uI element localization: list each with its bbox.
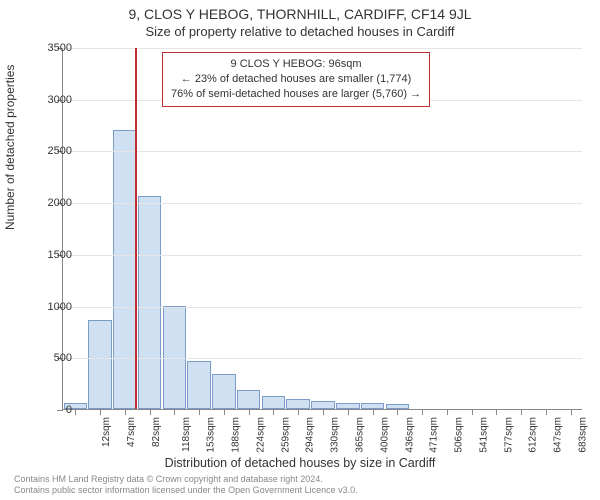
histogram-bar: [138, 196, 162, 409]
x-tick-label: 82sqm: [151, 417, 162, 447]
y-tick-label: 2500: [32, 145, 72, 157]
x-tick-label: 153sqm: [206, 417, 217, 453]
y-tick-label: 500: [32, 352, 72, 364]
histogram-bar: [212, 374, 236, 409]
x-tick-label: 436sqm: [404, 417, 415, 453]
x-tick-label: 365sqm: [355, 417, 366, 453]
x-tick-label: 577sqm: [503, 417, 514, 453]
histogram-bar: [88, 320, 112, 409]
x-tick-label: 259sqm: [280, 417, 291, 453]
property-marker-line: [135, 48, 137, 409]
y-tick-label: 2000: [32, 197, 72, 209]
x-tick-label: 683sqm: [577, 417, 588, 453]
chart-title-sub: Size of property relative to detached ho…: [0, 22, 600, 39]
x-tick-label: 118sqm: [181, 417, 192, 452]
y-tick-label: 3000: [32, 94, 72, 106]
histogram-bar: [311, 401, 335, 409]
x-tick-label: 541sqm: [478, 417, 489, 453]
x-tick-label: 188sqm: [231, 417, 242, 453]
y-tick-label: 1000: [32, 301, 72, 313]
x-tick-label: 330sqm: [330, 417, 341, 453]
x-axis-label: Distribution of detached houses by size …: [0, 456, 600, 470]
chart-container: 9, CLOS Y HEBOG, THORNHILL, CARDIFF, CF1…: [0, 0, 600, 500]
histogram-bar: [163, 306, 187, 409]
info-line-1: 9 CLOS Y HEBOG: 96sqm: [171, 57, 421, 72]
x-tick-label: 506sqm: [454, 417, 465, 453]
x-tick-label: 224sqm: [256, 417, 267, 453]
info-line-2: ← 23% of detached houses are smaller (1,…: [171, 72, 421, 87]
info-line-3: 76% of semi-detached houses are larger (…: [171, 87, 421, 102]
x-tick-label: 647sqm: [553, 417, 564, 453]
x-tick-label: 294sqm: [305, 417, 316, 453]
y-tick-label: 0: [32, 404, 72, 416]
property-info-box: 9 CLOS Y HEBOG: 96sqm← 23% of detached h…: [162, 52, 430, 107]
histogram-bar: [113, 130, 137, 409]
histogram-bar: [187, 361, 211, 409]
footer-line-1: Contains HM Land Registry data © Crown c…: [14, 474, 358, 485]
histogram-bar: [262, 396, 286, 409]
x-tick-label: 471sqm: [429, 417, 440, 453]
x-tick-label: 47sqm: [126, 417, 137, 447]
histogram-bar: [286, 399, 310, 409]
y-axis-label: Number of detached properties: [3, 65, 17, 230]
x-tick-label: 612sqm: [528, 417, 539, 453]
footer-line-2: Contains public sector information licen…: [14, 485, 358, 496]
chart-title-main: 9, CLOS Y HEBOG, THORNHILL, CARDIFF, CF1…: [0, 0, 600, 22]
histogram-bar: [237, 390, 261, 409]
y-tick-label: 3500: [32, 42, 72, 54]
x-tick-label: 400sqm: [379, 417, 390, 453]
y-tick-label: 1500: [32, 249, 72, 261]
footer-attribution: Contains HM Land Registry data © Crown c…: [14, 474, 358, 497]
x-tick-label: 12sqm: [101, 417, 112, 447]
